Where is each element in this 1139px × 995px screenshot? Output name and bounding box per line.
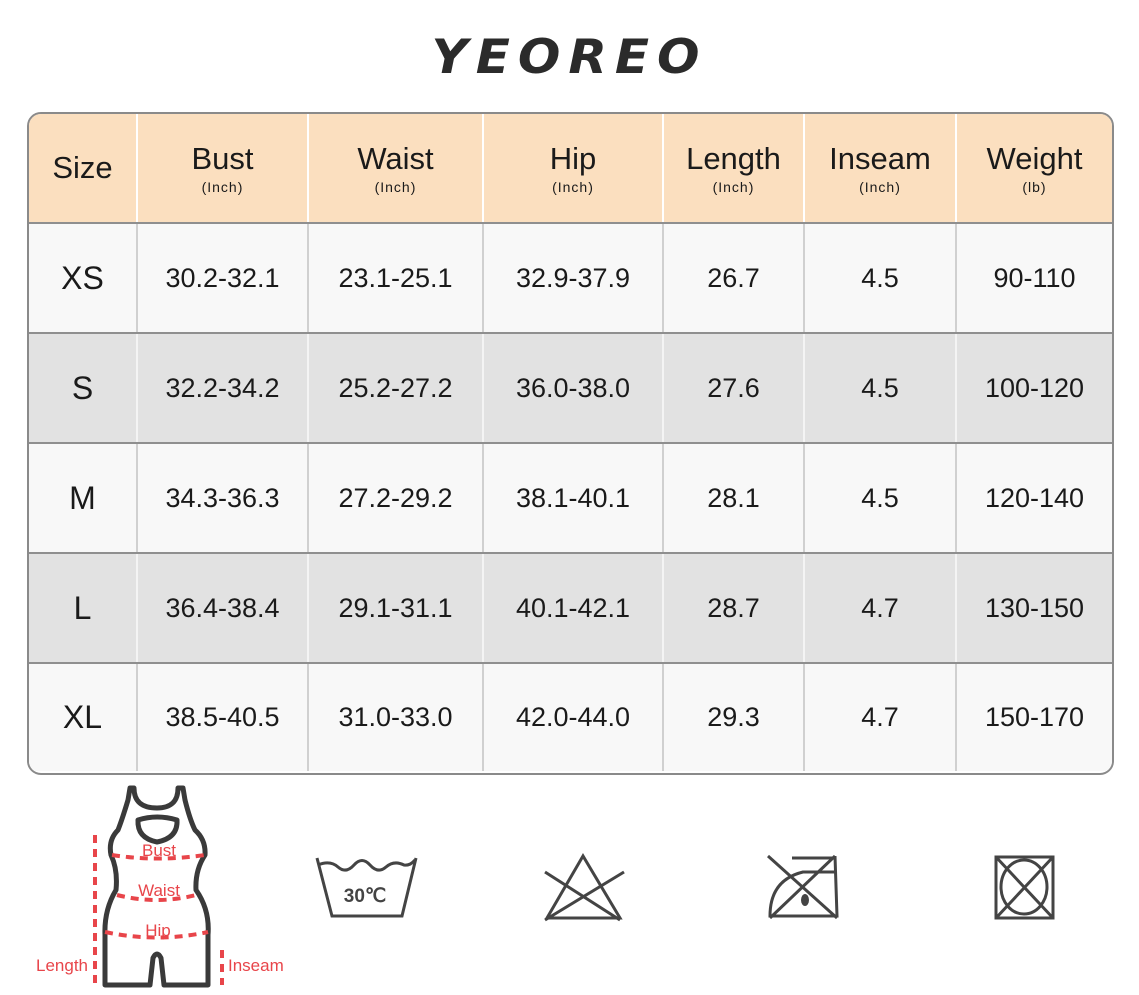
cell-bust: 34.3-36.3 bbox=[138, 444, 309, 552]
header-hip: Hip (Inch) bbox=[484, 114, 664, 222]
header-waist: Waist (Inch) bbox=[309, 114, 484, 222]
cell-length: 26.7 bbox=[664, 224, 805, 332]
hip-label: Hip bbox=[145, 921, 171, 940]
cell-inseam: 4.5 bbox=[805, 444, 957, 552]
cell-size: XS bbox=[29, 224, 138, 332]
cell-hip: 40.1-42.1 bbox=[484, 554, 664, 662]
cell-bust: 38.5-40.5 bbox=[138, 664, 309, 771]
header-inseam: Inseam (Inch) bbox=[805, 114, 957, 222]
cell-waist: 27.2-29.2 bbox=[309, 444, 484, 552]
cell-length: 27.6 bbox=[664, 334, 805, 442]
cell-waist: 23.1-25.1 bbox=[309, 224, 484, 332]
cell-weight: 120-140 bbox=[984, 482, 1085, 513]
header-weight: Weight (lb) bbox=[986, 141, 1083, 195]
cell-length: 28.1 bbox=[664, 444, 805, 552]
cell-size: L bbox=[29, 554, 138, 662]
cell-bust: 32.2-34.2 bbox=[138, 334, 309, 442]
table-row: XS 30.2-32.1 23.1-25.1 32.9-37.9 26.7 4.5 90-1… bbox=[29, 224, 1112, 334]
body-measurement-diagram: Bust Waist Hip Length Inseam bbox=[36, 785, 284, 988]
cell-bust: 36.4-38.4 bbox=[138, 554, 309, 662]
cell-inseam: 4.5 bbox=[805, 334, 957, 442]
cell-hip: 38.1-40.1 bbox=[484, 444, 664, 552]
table-header-row: Size Bust (Inch) Waist (Inch) Hip (Inch) Le… bbox=[29, 114, 1112, 224]
cell-size: S bbox=[29, 334, 138, 442]
cell-size: M bbox=[29, 444, 138, 552]
wash-30-icon: 30℃ bbox=[315, 857, 418, 918]
cell-length: 29.3 bbox=[664, 664, 805, 771]
cell-inseam: 4.7 bbox=[805, 554, 957, 662]
brand-logo: YEOREO bbox=[431, 29, 708, 85]
cell-weight: 100-120 bbox=[984, 372, 1085, 403]
cell-length: 28.7 bbox=[664, 554, 805, 662]
cell-waist: 31.0-33.0 bbox=[309, 664, 484, 771]
cell-weight: 90-110 bbox=[993, 262, 1076, 293]
cell-hip: 36.0-38.0 bbox=[484, 334, 664, 442]
cell-weight: 130-150 bbox=[984, 592, 1085, 623]
no-bleach-icon bbox=[544, 853, 625, 922]
header-bust: Bust (Inch) bbox=[138, 114, 309, 222]
cell-weight: 150-170 bbox=[984, 702, 1085, 732]
wash-temp-label: 30℃ bbox=[344, 886, 386, 907]
cell-inseam: 4.5 bbox=[805, 224, 957, 332]
no-tumble-dry-icon bbox=[994, 855, 1055, 920]
cell-inseam: 4.7 bbox=[805, 664, 957, 771]
measure-lines bbox=[93, 835, 224, 985]
table-row: L 36.4-38.4 29.1-31.1 40.1-42.1 28.7 4.7 130-1… bbox=[29, 554, 1112, 664]
no-iron-icon bbox=[766, 854, 839, 920]
header-length: Length (Inch) bbox=[664, 114, 805, 222]
inseam-label: Inseam bbox=[228, 956, 284, 975]
table-row: S 32.2-34.2 25.2-27.2 36.0-38.0 27.6 4.5 100-1… bbox=[29, 334, 1112, 444]
bodysuit-outline bbox=[102, 785, 211, 988]
header-size: Size bbox=[29, 114, 138, 222]
cell-bust: 30.2-32.1 bbox=[138, 224, 309, 332]
table-row: M 34.3-36.3 27.2-29.2 38.1-40.1 28.1 4.5 120-1… bbox=[29, 444, 1112, 554]
cell-hip: 42.0-44.0 bbox=[484, 664, 664, 771]
waist-label: Waist bbox=[138, 881, 180, 900]
cell-waist: 25.2-27.2 bbox=[309, 334, 484, 442]
table-row: XL 38.5-40.5 31.0-33.0 42.0-44.0 29.3 4.7 150-… bbox=[29, 664, 1112, 771]
length-label: Length bbox=[36, 956, 88, 975]
bust-label: Bust bbox=[142, 841, 176, 860]
cell-hip: 32.9-37.9 bbox=[484, 224, 664, 332]
size-chart-table: Size Bust (Inch) Waist (Inch) Hip (Inch) Le… bbox=[27, 112, 1114, 775]
cell-size: XL bbox=[29, 664, 138, 771]
cell-waist: 29.1-31.1 bbox=[309, 554, 484, 662]
